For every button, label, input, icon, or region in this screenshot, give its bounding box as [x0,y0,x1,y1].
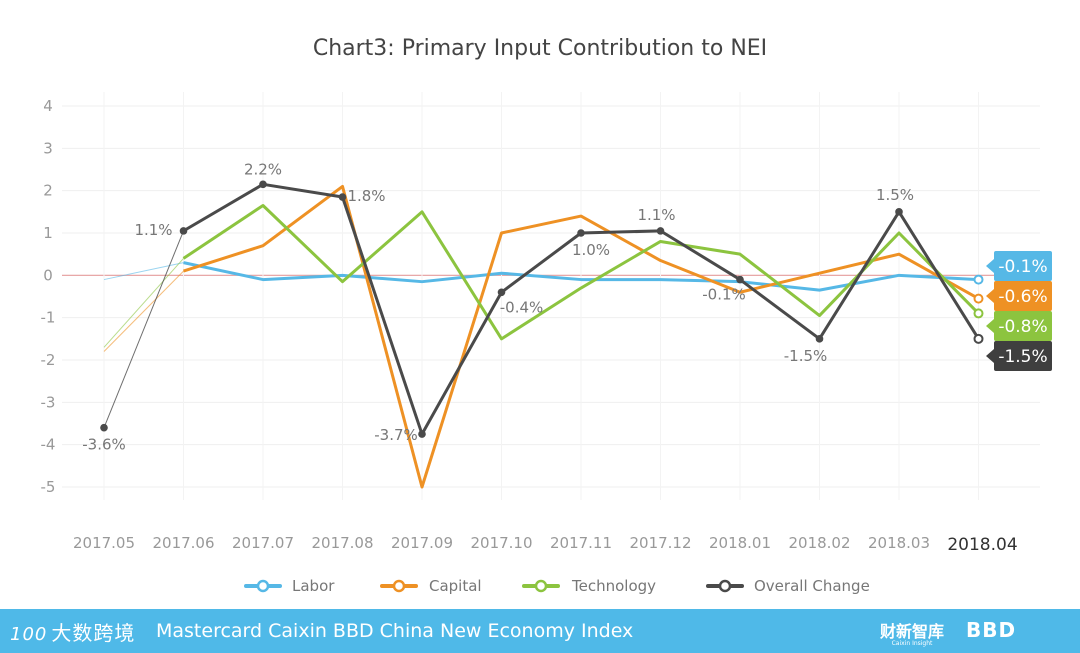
y-tick-label: 4 [43,97,53,115]
legend-swatch-marker [718,579,732,593]
data-labels: -3.6% 1.1% 2.2% 1.8% -3.7% -0.4% 1.0% 1.1% -0.1%… [82,160,914,453]
x-tick-label: 2017.09 [391,534,453,552]
badge-text: -1.5% [998,347,1047,367]
legend-item-labor[interactable]: Labor [244,577,335,595]
x-tick-label: 2018.03 [868,534,930,552]
end-badge-technology: -0.8% [986,311,1052,341]
x-tick-label: 2017.08 [311,534,373,552]
dashujujing-logo: 100 大数跨境 [10,617,135,646]
logo-right-text: 财新智库 [880,622,945,641]
overall-point [577,229,585,237]
footer-bar: 100 大数跨境 Mastercard Caixin BBD China New … [0,609,1080,653]
data-label: 2.2% [244,160,282,178]
end-point-capital [973,293,984,304]
data-label: 1.8% [347,187,385,205]
data-label: -0.4% [500,298,544,316]
series-line-start-overall-change [103,230,184,428]
bbd-logo: BBD [966,618,1017,642]
legend-item-technology[interactable]: Technology [522,577,656,595]
legend-label: Labor [292,577,335,595]
y-tick-label: 1 [43,224,53,242]
x-tick-label: 2017.12 [629,534,691,552]
series-line-start-labor [103,262,184,281]
chart-series [100,180,984,489]
x-tick-label: 2017.07 [232,534,294,552]
overall-point [497,288,506,297]
badge-shape [986,281,1052,311]
overall-point [100,423,108,432]
data-label: 1.5% [876,186,914,204]
y-tick-label: 3 [43,139,53,157]
legend-label: Capital [429,577,482,595]
data-label: -3.6% [82,436,126,454]
data-label: 1.0% [572,241,610,259]
y-tick-label: -2 [41,351,56,369]
end-badge-overall-change: -1.5% [986,341,1052,371]
overall-point [815,335,824,343]
end-point-overall-change [973,333,984,344]
y-tick-label: -4 [41,436,56,454]
chart-legend[interactable]: Labor Capital Technology Overall Change [244,577,870,595]
logo-100-mark: 100 [10,624,48,645]
overall-point [179,227,188,235]
overall-point [418,430,426,438]
x-tick-label: 2018.01 [709,534,771,552]
overall-point [656,227,665,235]
y-axis: 4 3 2 1 0 -1 -2 -3 -4 -5 [41,97,56,496]
y-tick-label: -1 [41,309,56,327]
series-line-start-capital [103,270,184,352]
chart-title: Chart3: Primary Input Contribution to NE… [313,36,767,61]
y-tick-label: 2 [43,182,53,200]
end-value-badges: -0.1% -0.6% -0.8% -1.5% [986,251,1052,371]
legend-swatch-marker [534,579,548,593]
logo-left-text: 大数跨境 [51,621,136,645]
series-line-technology [182,203,980,341]
data-label: -0.1% [702,286,746,304]
overall-point [338,193,347,201]
data-label: 1.1% [134,221,172,239]
x-tick-label: 2017.06 [152,534,214,552]
series-line-labor [183,261,979,292]
x-tick-label: 2017.10 [470,534,532,552]
legend-item-overall-change[interactable]: Overall Change [706,577,870,595]
badge-text: -0.1% [998,257,1047,277]
logo-right-sub: Caixin Insight [891,640,933,647]
badge-shape [986,341,1052,371]
x-tick-label: 2018.04 [947,535,1017,555]
index-name: Mastercard Caixin BBD China New Economy … [156,620,634,642]
data-label: 1.1% [637,206,675,224]
legend-swatch-marker [256,579,270,593]
x-tick-label: 2017.11 [550,534,612,552]
y-tick-label: 0 [43,266,53,284]
line-chart: Chart3: Primary Input Contribution to NE… [41,36,1052,595]
legend-label: Technology [571,577,656,595]
data-label: -3.7% [374,426,418,444]
badge-text: -0.6% [998,287,1047,307]
y-tick-label: -3 [41,393,56,411]
series-line-capital [183,184,980,489]
overall-point [259,180,267,189]
caixin-insight-logo: 财新智库 Caixin Insight [880,618,944,647]
chart-grid [62,92,1040,500]
end-point-labor [973,274,984,285]
badge-text: -0.8% [998,317,1047,337]
end-badge-capital: -0.6% [986,281,1052,311]
series-line-start-technology [103,258,184,348]
overall-point [736,275,744,284]
overall-point [895,208,903,216]
legend-label: Overall Change [754,577,870,595]
x-axis: 2017.05 2017.06 2017.07 2017.08 2017.09 2017.… [73,534,1018,555]
data-label: -1.5% [784,347,828,365]
legend-swatch-marker [392,579,406,593]
badge-shape [986,311,1052,341]
x-tick-label: 2018.02 [788,534,850,552]
y-tick-label: -5 [41,478,56,496]
end-point-technology [973,308,984,319]
legend-item-capital[interactable]: Capital [380,577,482,595]
x-tick-label: 2017.05 [73,534,135,552]
end-badge-labor: -0.1% [986,251,1052,281]
badge-shape [986,251,1052,281]
